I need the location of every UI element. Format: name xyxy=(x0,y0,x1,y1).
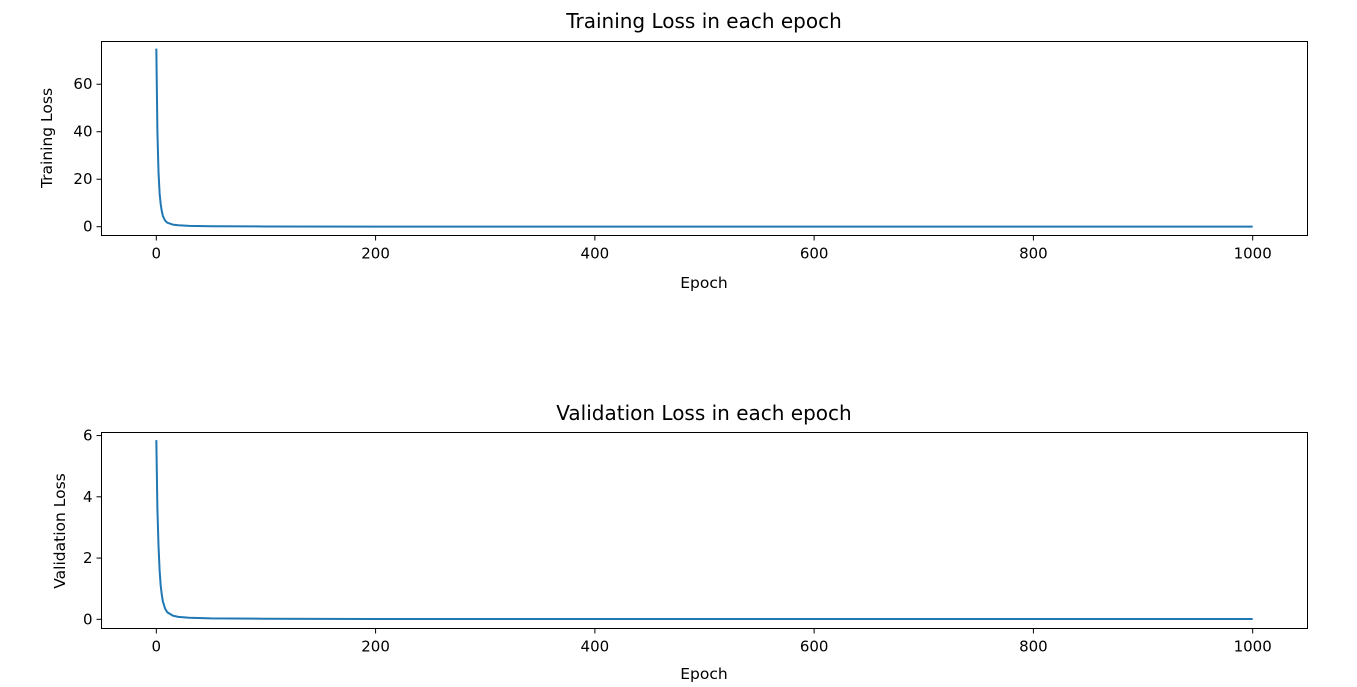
training-loss-subplot: Training Loss in each epoch 0 200 400 600 80… xyxy=(38,9,1308,292)
validation-loss-x-ticks: 0 200 400 600 800 1000 xyxy=(152,628,1272,656)
training-loss-x-ticks: 0 200 400 600 800 1000 xyxy=(152,235,1272,263)
training-loss-y-tick-label: 40 xyxy=(73,123,92,141)
validation-loss-y-tick-label: 6 xyxy=(83,427,93,445)
validation-loss-y-ticks: 0 2 4 6 xyxy=(83,427,102,628)
training-loss-y-tick-label: 20 xyxy=(73,170,92,188)
validation-loss-y-tick-label: 2 xyxy=(83,549,93,567)
training-loss-x-tick-label: 0 xyxy=(152,245,162,263)
validation-loss-x-tick-label: 1000 xyxy=(1234,638,1272,656)
validation-loss-x-tick-label: 400 xyxy=(581,638,610,656)
training-loss-x-tick-label: 600 xyxy=(800,245,829,263)
training-loss-x-tick-label: 400 xyxy=(581,245,610,263)
training-loss-xlabel: Epoch xyxy=(680,274,727,292)
validation-loss-x-tick-label: 0 xyxy=(152,638,162,656)
validation-loss-title: Validation Loss in each epoch xyxy=(556,401,851,425)
validation-loss-ylabel: Validation Loss xyxy=(51,473,69,588)
validation-loss-x-tick-label: 600 xyxy=(800,638,829,656)
validation-loss-xlabel: Epoch xyxy=(680,665,727,683)
validation-loss-y-tick-label: 0 xyxy=(83,610,93,628)
validation-loss-series-line xyxy=(155,440,1253,621)
validation-loss-x-tick-label: 200 xyxy=(361,638,390,656)
validation-loss-line-layer xyxy=(155,440,1253,621)
training-loss-x-tick-label: 800 xyxy=(1019,245,1048,263)
validation-loss-axes-frame xyxy=(101,432,1308,629)
training-loss-line-layer xyxy=(155,48,1253,228)
training-loss-axes-frame xyxy=(101,41,1308,236)
training-loss-series-line xyxy=(155,48,1253,228)
validation-loss-y-tick-label: 4 xyxy=(83,488,93,506)
training-loss-x-tick-label: 200 xyxy=(361,245,390,263)
training-loss-title: Training Loss in each epoch xyxy=(565,9,842,33)
training-loss-y-tick-label: 0 xyxy=(83,218,93,236)
training-loss-x-tick-label: 1000 xyxy=(1234,245,1272,263)
training-loss-y-ticks: 0 20 40 60 xyxy=(73,75,102,236)
training-loss-y-tick-label: 60 xyxy=(73,75,92,93)
validation-loss-x-tick-label: 800 xyxy=(1019,638,1048,656)
training-loss-ylabel: Training Loss xyxy=(38,88,56,189)
validation-loss-subplot: Validation Loss in each epoch 0 200 400 600… xyxy=(51,401,1308,683)
